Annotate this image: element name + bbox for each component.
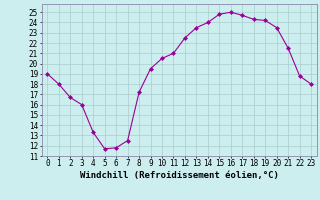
X-axis label: Windchill (Refroidissement éolien,°C): Windchill (Refroidissement éolien,°C): [80, 171, 279, 180]
